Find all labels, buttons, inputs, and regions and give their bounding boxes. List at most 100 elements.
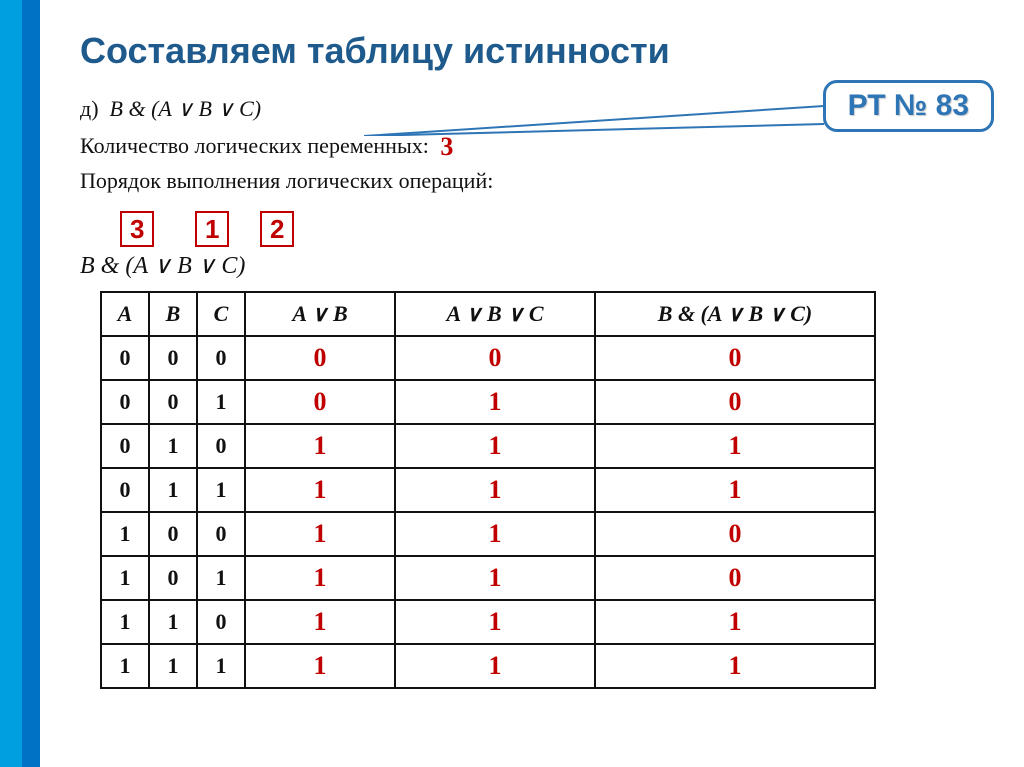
order-row: 3 1 2 B & (A ∨ B ∨ C) [80,211,1004,281]
order-label: Порядок выполнения логических операций: [80,168,493,193]
answer-value: 1 [314,431,327,460]
src-cell: 0 [149,556,197,600]
answer-value: 1 [729,431,742,460]
answer-cell: 1 [395,380,595,424]
answer-value: 1 [489,475,502,504]
th-result: B & (A ∨ B ∨ C) [595,292,875,336]
answer-cell: 0 [245,380,395,424]
src-cell: 0 [101,380,149,424]
table-row: 011111 [101,468,875,512]
src-cell: 1 [149,644,197,688]
src-cell: 0 [101,468,149,512]
answer-value: 1 [489,607,502,636]
answer-value: 0 [729,343,742,372]
src-cell: 0 [197,512,245,556]
answer-value: 0 [489,343,502,372]
src-cell: 1 [101,644,149,688]
src-cell: 0 [197,600,245,644]
answer-cell: 1 [245,512,395,556]
answer-value: 1 [729,651,742,680]
src-cell: 1 [149,600,197,644]
answer-value: 1 [489,651,502,680]
answer-cell: 1 [395,512,595,556]
src-cell: 0 [149,380,197,424]
answer-cell: 0 [595,556,875,600]
order-formula: B & (A ∨ B ∨ C) [80,251,245,280]
order-badge-3: 3 [120,211,154,247]
src-cell: 1 [197,644,245,688]
answer-value: 1 [489,563,502,592]
src-cell: 0 [197,336,245,380]
vars-label: Количество логических переменных: [80,133,429,158]
answer-cell: 1 [245,468,395,512]
answer-cell: 1 [395,556,595,600]
answer-cell: 1 [595,468,875,512]
answer-value: 1 [489,519,502,548]
th-a: A [101,292,149,336]
answer-value: 0 [314,387,327,416]
src-cell: 1 [101,556,149,600]
answer-cell: 0 [245,336,395,380]
truth-table: A B C A ∨ B A ∨ B ∨ C B & (A ∨ B ∨ C) 00… [100,291,876,689]
answer-value: 1 [729,475,742,504]
answer-value: 1 [729,607,742,636]
src-cell: 0 [149,512,197,556]
answer-cell: 1 [245,600,395,644]
table-row: 000000 [101,336,875,380]
answer-value: 1 [314,519,327,548]
answer-value: 0 [729,387,742,416]
src-cell: 1 [149,424,197,468]
answer-cell: 1 [395,644,595,688]
src-cell: 1 [101,600,149,644]
answer-cell: 1 [245,644,395,688]
answer-cell: 1 [395,600,595,644]
answer-cell: 0 [595,512,875,556]
answer-value: 1 [314,651,327,680]
src-cell: 1 [101,512,149,556]
th-a-or-b: A ∨ B [245,292,395,336]
vars-count-value: 3 [440,127,453,166]
table-row: 100110 [101,512,875,556]
table-row: 111111 [101,644,875,688]
answer-cell: 1 [595,424,875,468]
src-cell: 1 [149,468,197,512]
src-cell: 0 [101,336,149,380]
answer-value: 1 [314,607,327,636]
table-row: 101110 [101,556,875,600]
src-cell: 0 [197,424,245,468]
answer-value: 0 [729,563,742,592]
src-cell: 0 [149,336,197,380]
table-row: 010111 [101,424,875,468]
answer-value: 1 [489,431,502,460]
answer-cell: 1 [395,424,595,468]
answer-value: 1 [314,475,327,504]
answer-value: 1 [489,387,502,416]
answer-cell: 1 [245,556,395,600]
answer-cell: 0 [395,336,595,380]
th-c: C [197,292,245,336]
reference-badge: РТ № 83 [823,80,994,132]
side-stripe [0,0,40,767]
th-a-or-b-or-c: A ∨ B ∨ C [395,292,595,336]
src-cell: 1 [197,380,245,424]
order-badge-2: 2 [260,211,294,247]
problem-letter: д) [80,96,99,121]
answer-value: 0 [729,519,742,548]
answer-value: 1 [314,563,327,592]
src-cell: 0 [101,424,149,468]
page-title: Составляем таблицу истинности [80,30,1004,72]
answer-cell: 1 [595,600,875,644]
answer-cell: 1 [595,644,875,688]
table-header-row: A B C A ∨ B A ∨ B ∨ C B & (A ∨ B ∨ C) [101,292,875,336]
answer-cell: 1 [395,468,595,512]
table-row: 001010 [101,380,875,424]
src-cell: 1 [197,468,245,512]
answer-value: 0 [314,343,327,372]
table-row: 110111 [101,600,875,644]
answer-cell: 0 [595,380,875,424]
answer-cell: 0 [595,336,875,380]
src-cell: 1 [197,556,245,600]
order-badge-1: 1 [195,211,229,247]
answer-cell: 1 [245,424,395,468]
problem-expression: B & (A ∨ B ∨ C) [110,96,262,121]
